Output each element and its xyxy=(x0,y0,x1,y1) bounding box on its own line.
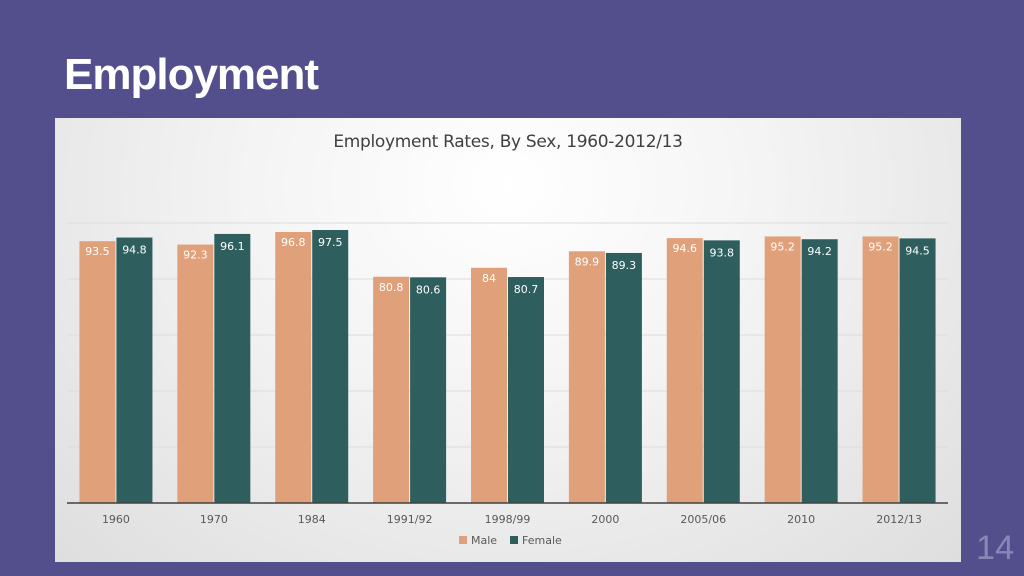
data-label-female: 97.5 xyxy=(318,236,343,249)
x-tick-label: 2012/13 xyxy=(876,513,922,526)
slide-title: Employment xyxy=(64,50,319,99)
data-label-female: 96.1 xyxy=(220,240,245,253)
data-label-male: 89.9 xyxy=(575,255,600,268)
x-tick-label: 2000 xyxy=(591,513,619,526)
x-tick-label: 1984 xyxy=(298,513,326,526)
legend-swatch-female xyxy=(510,536,518,544)
x-tick-label: 1991/92 xyxy=(387,513,433,526)
bar-female xyxy=(312,230,349,503)
bar-female xyxy=(410,277,447,503)
data-label-male: 92.3 xyxy=(183,249,208,262)
data-label-male: 93.5 xyxy=(85,245,110,258)
data-label-female: 80.6 xyxy=(416,283,441,296)
bar-male xyxy=(666,238,703,503)
bar-female xyxy=(605,252,642,503)
data-label-female: 93.8 xyxy=(710,246,735,259)
bar-male xyxy=(275,231,312,503)
data-label-female: 89.3 xyxy=(612,259,637,272)
bar-female xyxy=(703,240,740,504)
bar-male xyxy=(471,267,507,503)
bar-male xyxy=(764,236,801,503)
chart-title: Employment Rates, By Sex, 1960-2012/13 xyxy=(333,132,683,152)
bar-male xyxy=(373,276,410,503)
page-number: 14 xyxy=(976,529,1014,567)
x-tick-label: 2005/06 xyxy=(680,513,726,526)
data-label-male: 96.8 xyxy=(281,236,306,249)
data-label-female: 94.5 xyxy=(905,244,930,257)
data-label-male: 95.2 xyxy=(868,240,893,253)
bar-male xyxy=(79,241,116,503)
data-label-male: 80.8 xyxy=(379,281,404,294)
data-label-male: 94.6 xyxy=(673,242,698,255)
bar-male xyxy=(568,251,605,503)
x-tick-label: 1970 xyxy=(200,513,228,526)
legend-label-male: Male xyxy=(471,534,497,547)
bar-female xyxy=(116,237,153,503)
data-label-male: 84 xyxy=(482,272,496,285)
data-label-female: 94.8 xyxy=(122,244,147,257)
bar-female xyxy=(214,233,251,504)
bar-female xyxy=(801,239,838,503)
x-tick-label: 2010 xyxy=(787,513,815,526)
data-label-male: 95.2 xyxy=(770,240,795,253)
bar-chart: 93.5 94.8 1960 92.3 96.1 1970 96.8 97.5 1984 80.8… xyxy=(67,222,948,547)
x-tick-label: 1998/99 xyxy=(485,513,531,526)
chart-panel: Employment Rates, By Sex, 1960-2012/13 9… xyxy=(55,118,961,562)
bar-male xyxy=(177,244,214,503)
data-label-female: 94.2 xyxy=(807,245,832,258)
bar-female xyxy=(899,238,936,503)
legend-label-female: Female xyxy=(522,534,562,547)
x-tick-label: 1960 xyxy=(102,513,130,526)
legend-swatch-male xyxy=(459,536,467,544)
bar-male xyxy=(862,236,899,503)
bar-female xyxy=(508,277,544,503)
data-label-female: 80.7 xyxy=(514,283,539,296)
